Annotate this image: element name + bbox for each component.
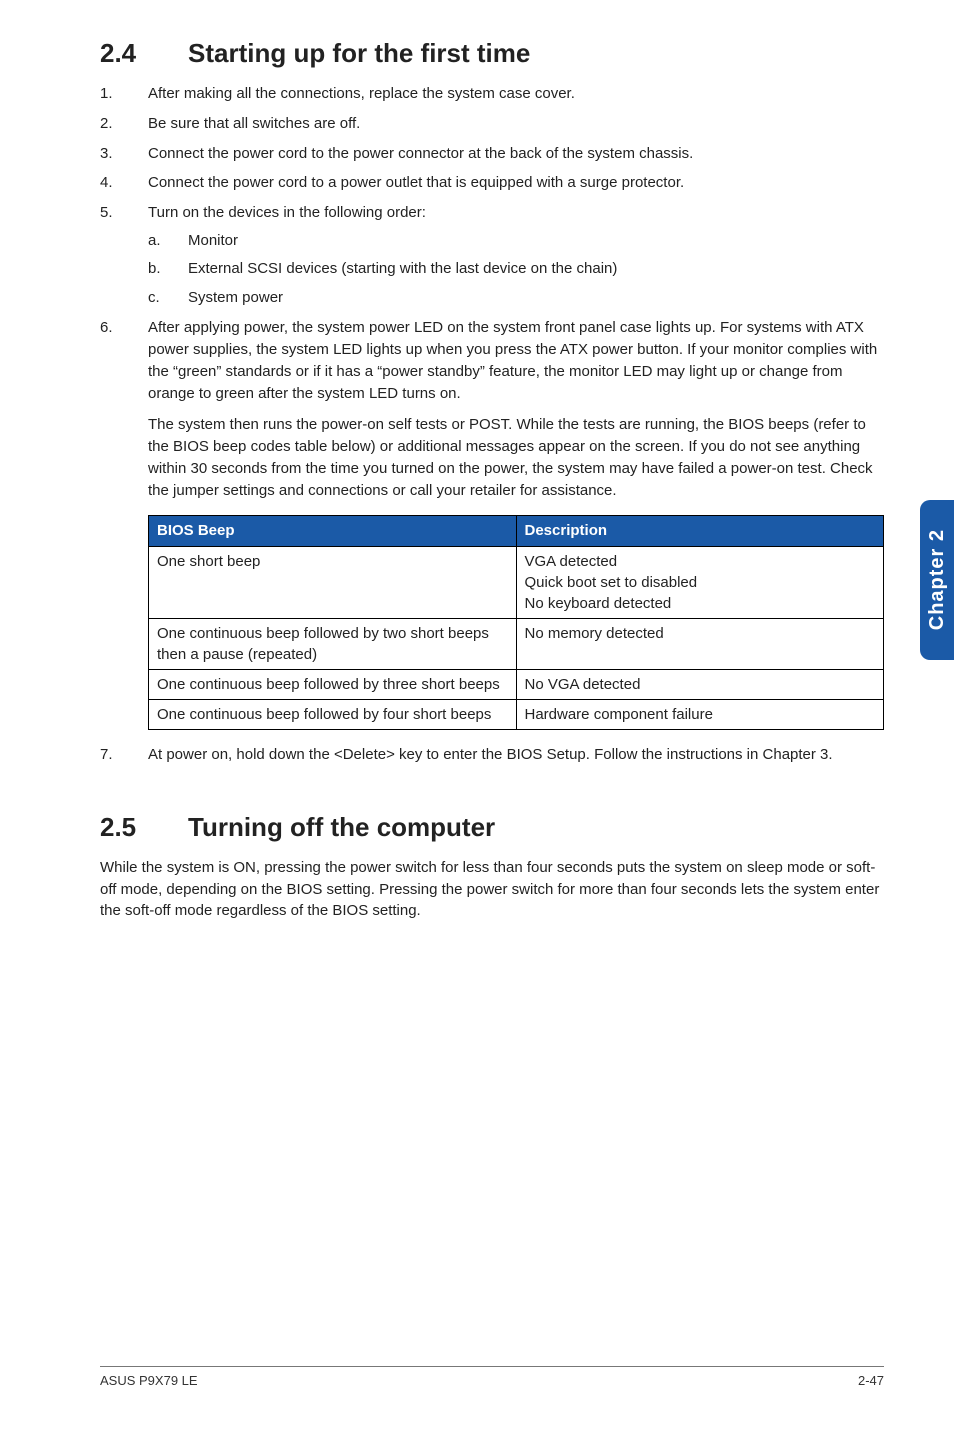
section-2-4-heading: 2.4Starting up for the first time [100, 38, 884, 69]
cell-beep: One continuous beep followed by three sh… [149, 670, 517, 700]
substep-b: b. External SCSI devices (starting with … [148, 258, 884, 281]
step-6-para2: The system then runs the power-on self t… [148, 414, 884, 501]
cell-desc: VGA detected Quick boot set to disabled … [516, 547, 884, 619]
cell-beep: One continuous beep followed by four sho… [149, 700, 517, 730]
step-index: 7. [100, 744, 113, 766]
chapter-side-tab: Chapter 2 [920, 500, 954, 660]
section-2-5: 2.5Turning off the computer While the sy… [100, 812, 884, 922]
step-text: Be sure that all switches are off. [148, 115, 360, 132]
section-2-5-body: While the system is ON, pressing the pow… [100, 857, 884, 922]
step-index: 3. [100, 143, 113, 165]
step-text: Connect the power cord to a power outlet… [148, 174, 684, 191]
table-row: One short beep VGA detected Quick boot s… [149, 547, 884, 619]
step-index: 2. [100, 113, 113, 135]
section-title: Turning off the computer [188, 812, 495, 842]
step-5: 5. Turn on the devices in the following … [100, 202, 884, 309]
table-header-beep: BIOS Beep [149, 516, 517, 547]
section-2-5-heading: 2.5Turning off the computer [100, 812, 884, 843]
substep-index: a. [148, 230, 161, 253]
table-row: One continuous beep followed by three sh… [149, 670, 884, 700]
substep-a: a. Monitor [148, 230, 884, 253]
substep-index: b. [148, 258, 161, 281]
step-2: 2. Be sure that all switches are off. [100, 113, 884, 135]
cell-beep: One short beep [149, 547, 517, 619]
step-4: 4. Connect the power cord to a power out… [100, 172, 884, 194]
cell-desc: Hardware component failure [516, 700, 884, 730]
cell-desc: No VGA detected [516, 670, 884, 700]
substep-text: External SCSI devices (starting with the… [188, 260, 617, 277]
substep-text: Monitor [188, 232, 238, 249]
bios-beep-table: BIOS Beep Description One short beep VGA… [148, 515, 884, 730]
step-3: 3. Connect the power cord to the power c… [100, 143, 884, 165]
substep-c: c. System power [148, 287, 884, 310]
step-index: 5. [100, 202, 113, 224]
page-footer: ASUS P9X79 LE 2-47 [100, 1366, 884, 1388]
substep-text: System power [188, 289, 283, 306]
step-text: At power on, hold down the <Delete> key … [148, 746, 833, 763]
step-index: 4. [100, 172, 113, 194]
step-7: 7. At power on, hold down the <Delete> k… [100, 744, 884, 766]
step-text: Connect the power cord to the power conn… [148, 145, 693, 162]
side-tab-label: Chapter 2 [926, 529, 949, 630]
table-header-desc: Description [516, 516, 884, 547]
step-index: 1. [100, 83, 113, 105]
cell-desc: No memory detected [516, 619, 884, 670]
table-row: One continuous beep followed by four sho… [149, 700, 884, 730]
step-text: After applying power, the system power L… [148, 319, 877, 401]
step-text: Turn on the devices in the following ord… [148, 204, 426, 221]
steps-list: 1. After making all the connections, rep… [100, 83, 884, 730]
cell-beep: One continuous beep followed by two shor… [149, 619, 517, 670]
section-number: 2.4 [100, 38, 188, 69]
step-6: 6. After applying power, the system powe… [100, 317, 884, 730]
step-text: After making all the connections, replac… [148, 85, 575, 102]
step-1: 1. After making all the connections, rep… [100, 83, 884, 105]
footer-right: 2-47 [858, 1373, 884, 1388]
footer-left: ASUS P9X79 LE [100, 1373, 198, 1388]
substep-index: c. [148, 287, 160, 310]
table-row: One continuous beep followed by two shor… [149, 619, 884, 670]
section-number: 2.5 [100, 812, 188, 843]
section-title: Starting up for the first time [188, 38, 530, 68]
step-index: 6. [100, 317, 113, 339]
sub-steps: a. Monitor b. External SCSI devices (sta… [148, 230, 884, 310]
page-content: 2.4Starting up for the first time 1. Aft… [0, 0, 954, 922]
